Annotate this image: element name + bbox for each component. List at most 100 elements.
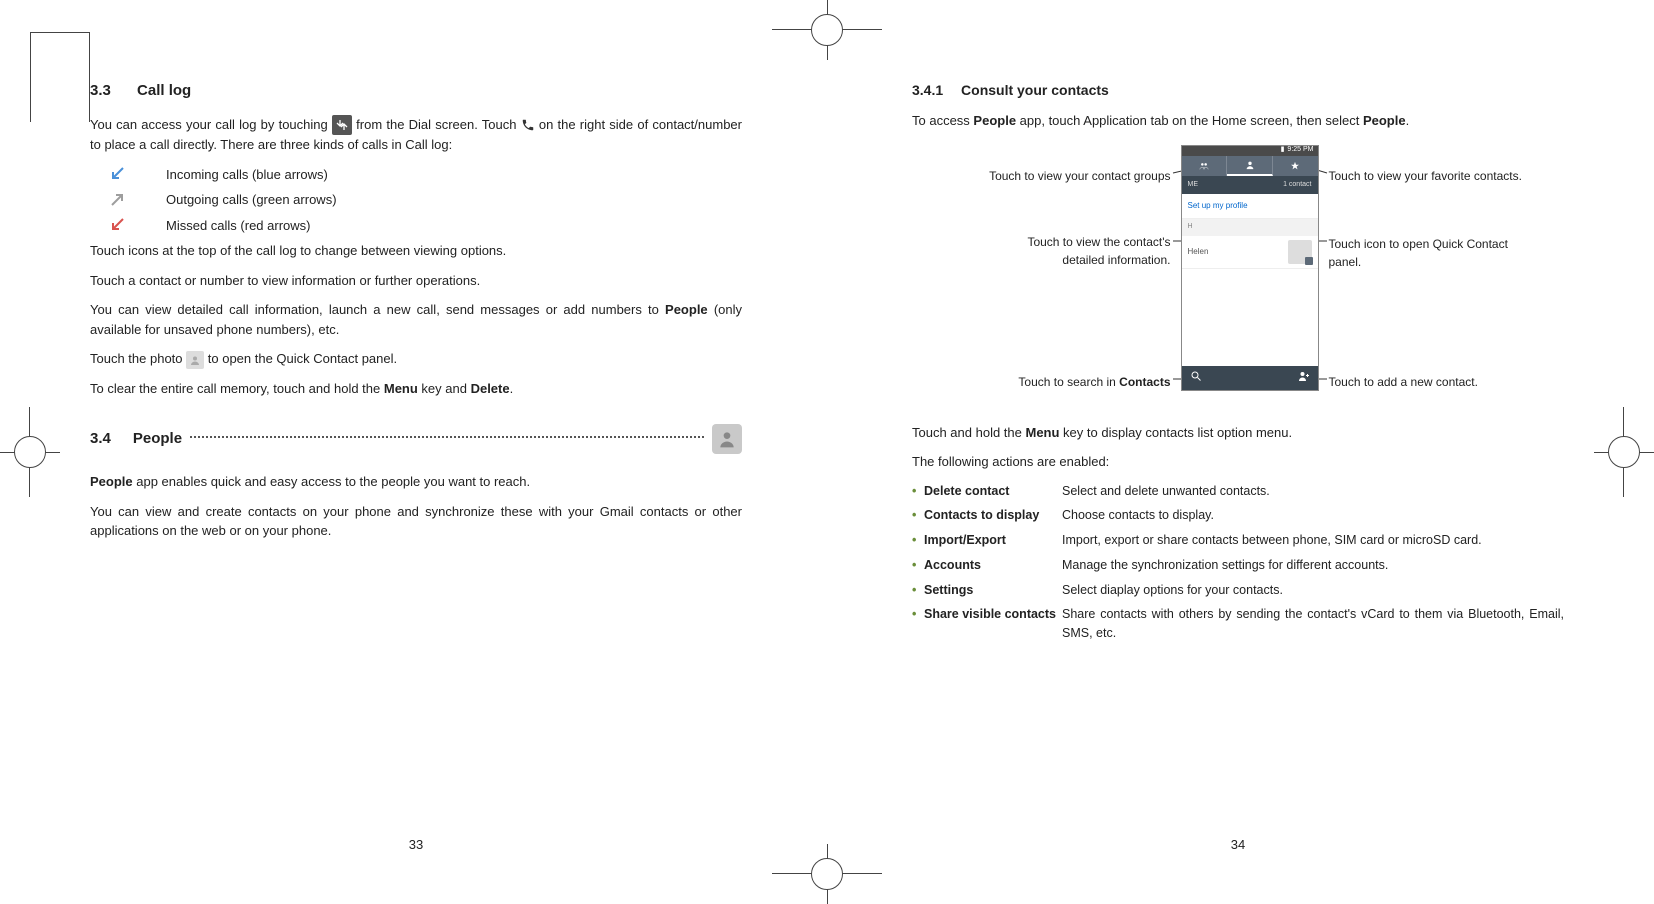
text: . (1406, 113, 1410, 128)
bold-text: People (973, 113, 1016, 128)
text: Touch and hold the (912, 425, 1025, 440)
text: To access (912, 113, 973, 128)
callout-groups: Touch to view your contact groups (951, 167, 1171, 185)
text: from the Dial screen. Touch (356, 117, 521, 132)
text: app, touch Application tab on the Home s… (1016, 113, 1363, 128)
contacts-tabs (1182, 156, 1318, 176)
registration-mark-left (0, 407, 60, 497)
option-term: Contacts to display (924, 506, 1062, 525)
section-title: People (133, 428, 182, 451)
bullet-icon: • (912, 531, 924, 550)
paragraph: Touch a contact or number to view inform… (90, 271, 742, 291)
option-desc: Select and delete unwanted contacts. (1062, 482, 1564, 501)
tab-all-contacts[interactable] (1227, 156, 1273, 176)
text: Touch the photo (90, 351, 186, 366)
index-letter: H (1182, 219, 1318, 236)
paragraph: You can view detailed call information, … (90, 300, 742, 339)
section-number: 3.3 (90, 82, 111, 99)
me-header-row: ME 1 contact (1182, 176, 1318, 195)
call-log-icon (332, 115, 352, 135)
two-page-spread: 3.3 Call log You can access your call lo… (0, 0, 1654, 904)
paragraph: People app enables quick and easy access… (90, 472, 742, 492)
subsection-heading: 3.4.1 Consult your contacts (912, 80, 1564, 101)
incoming-label: Incoming calls (blue arrows) (166, 165, 328, 185)
phone-icon (521, 118, 535, 132)
text: detailed information. (1062, 253, 1170, 267)
option-row: • Delete contact Select and delete unwan… (912, 482, 1564, 501)
section-heading-people: 3.4 People (90, 424, 742, 454)
setup-profile-link[interactable]: Set up my profile (1182, 194, 1318, 219)
outgoing-arrow-icon (108, 191, 126, 209)
option-row: • Import/Export Import, export or share … (912, 531, 1564, 550)
search-icon[interactable] (1190, 370, 1202, 386)
callout-quick-panel: Touch icon to open Quick Contact panel. (1329, 235, 1526, 271)
contacts-bottom-bar (1182, 366, 1318, 390)
bold-text: Delete (471, 381, 510, 396)
contact-count: 1 contact (1283, 180, 1311, 191)
option-desc: Share contacts with others by sending th… (1062, 605, 1564, 643)
option-row: • Settings Select diaplay options for yo… (912, 581, 1564, 600)
missed-arrow-icon (108, 216, 126, 234)
tab-groups[interactable] (1182, 156, 1228, 176)
outgoing-calls-row: Outgoing calls (green arrows) (108, 190, 742, 210)
registration-mark-right (1594, 407, 1654, 497)
bold-text: Menu (384, 381, 418, 396)
option-desc: Manage the synchronization settings for … (1062, 556, 1564, 575)
option-term: Import/Export (924, 531, 1062, 550)
outgoing-label: Outgoing calls (green arrows) (166, 190, 337, 210)
contacts-screenshot-figure: Touch to view your contact groups Touch … (951, 145, 1526, 405)
bold-text: People (1363, 113, 1406, 128)
paragraph: You can view and create contacts on your… (90, 502, 742, 541)
option-term: Accounts (924, 556, 1062, 575)
intro-paragraph: You can access your call log by touching… (90, 115, 742, 155)
paragraph: To access People app, touch Application … (912, 111, 1564, 131)
contact-photo-icon (186, 351, 204, 369)
bullet-icon: • (912, 506, 924, 525)
bold-text: People (90, 474, 133, 489)
bullet-icon: • (912, 581, 924, 600)
bold-text: Menu (1025, 425, 1059, 440)
bullet-icon: • (912, 556, 924, 575)
dotted-leader (190, 436, 704, 438)
paragraph: Touch the photo to open the Quick Contac… (90, 349, 742, 369)
section-heading-call-log: 3.3 Call log (90, 80, 742, 103)
option-desc: Choose contacts to display. (1062, 506, 1564, 525)
text: You can view detailed call information, … (90, 302, 665, 317)
text: Touch to view the contact's (1027, 235, 1170, 249)
bold-text: People (665, 302, 708, 317)
section-title: Call log (137, 82, 191, 99)
option-term: Share visible contacts (924, 605, 1062, 643)
page-33: 3.3 Call log You can access your call lo… (60, 80, 772, 834)
option-desc: Import, export or share contacts between… (1062, 531, 1564, 550)
missed-calls-row: Missed calls (red arrows) (108, 216, 742, 236)
contact-name: Helen (1188, 246, 1209, 258)
contact-row-helen[interactable]: Helen (1182, 236, 1318, 269)
paragraph: To clear the entire call memory, touch a… (90, 379, 742, 399)
status-time: 9:25 PM (1287, 145, 1313, 156)
text: You can access your call log by touching (90, 117, 332, 132)
missed-label: Missed calls (red arrows) (166, 216, 310, 236)
menu-options-list: • Delete contact Select and delete unwan… (912, 482, 1564, 643)
text: key to display contacts list option menu… (1059, 425, 1292, 440)
section-number: 3.4 (90, 428, 111, 451)
text: app enables quick and easy access to the… (133, 474, 530, 489)
subsection-title: Consult your contacts (961, 82, 1109, 98)
text: key and (418, 381, 471, 396)
add-contact-icon[interactable] (1298, 370, 1310, 386)
page-number: 33 (409, 835, 423, 855)
page-number: 34 (1231, 835, 1245, 855)
option-row: • Share visible contacts Share contacts … (912, 605, 1564, 643)
contact-avatar-icon[interactable] (1288, 240, 1312, 264)
phone-screen-mock: ▮ 9:25 PM ME 1 contact (1181, 145, 1319, 391)
page-34: 3.4.1 Consult your contacts To access Pe… (882, 80, 1594, 834)
option-term: Delete contact (924, 482, 1062, 501)
tab-favorites[interactable] (1273, 156, 1318, 176)
people-app-icon (712, 424, 742, 454)
option-row: • Accounts Manage the synchronization se… (912, 556, 1564, 575)
incoming-calls-row: Incoming calls (blue arrows) (108, 165, 742, 185)
paragraph: Touch icons at the top of the call log t… (90, 241, 742, 261)
callout-add-contact: Touch to add a new contact. (1329, 373, 1478, 391)
callout-favorites: Touch to view your favorite contacts. (1329, 167, 1522, 185)
callout-search: Touch to search in Contacts (951, 373, 1171, 391)
bullet-icon: • (912, 605, 924, 643)
